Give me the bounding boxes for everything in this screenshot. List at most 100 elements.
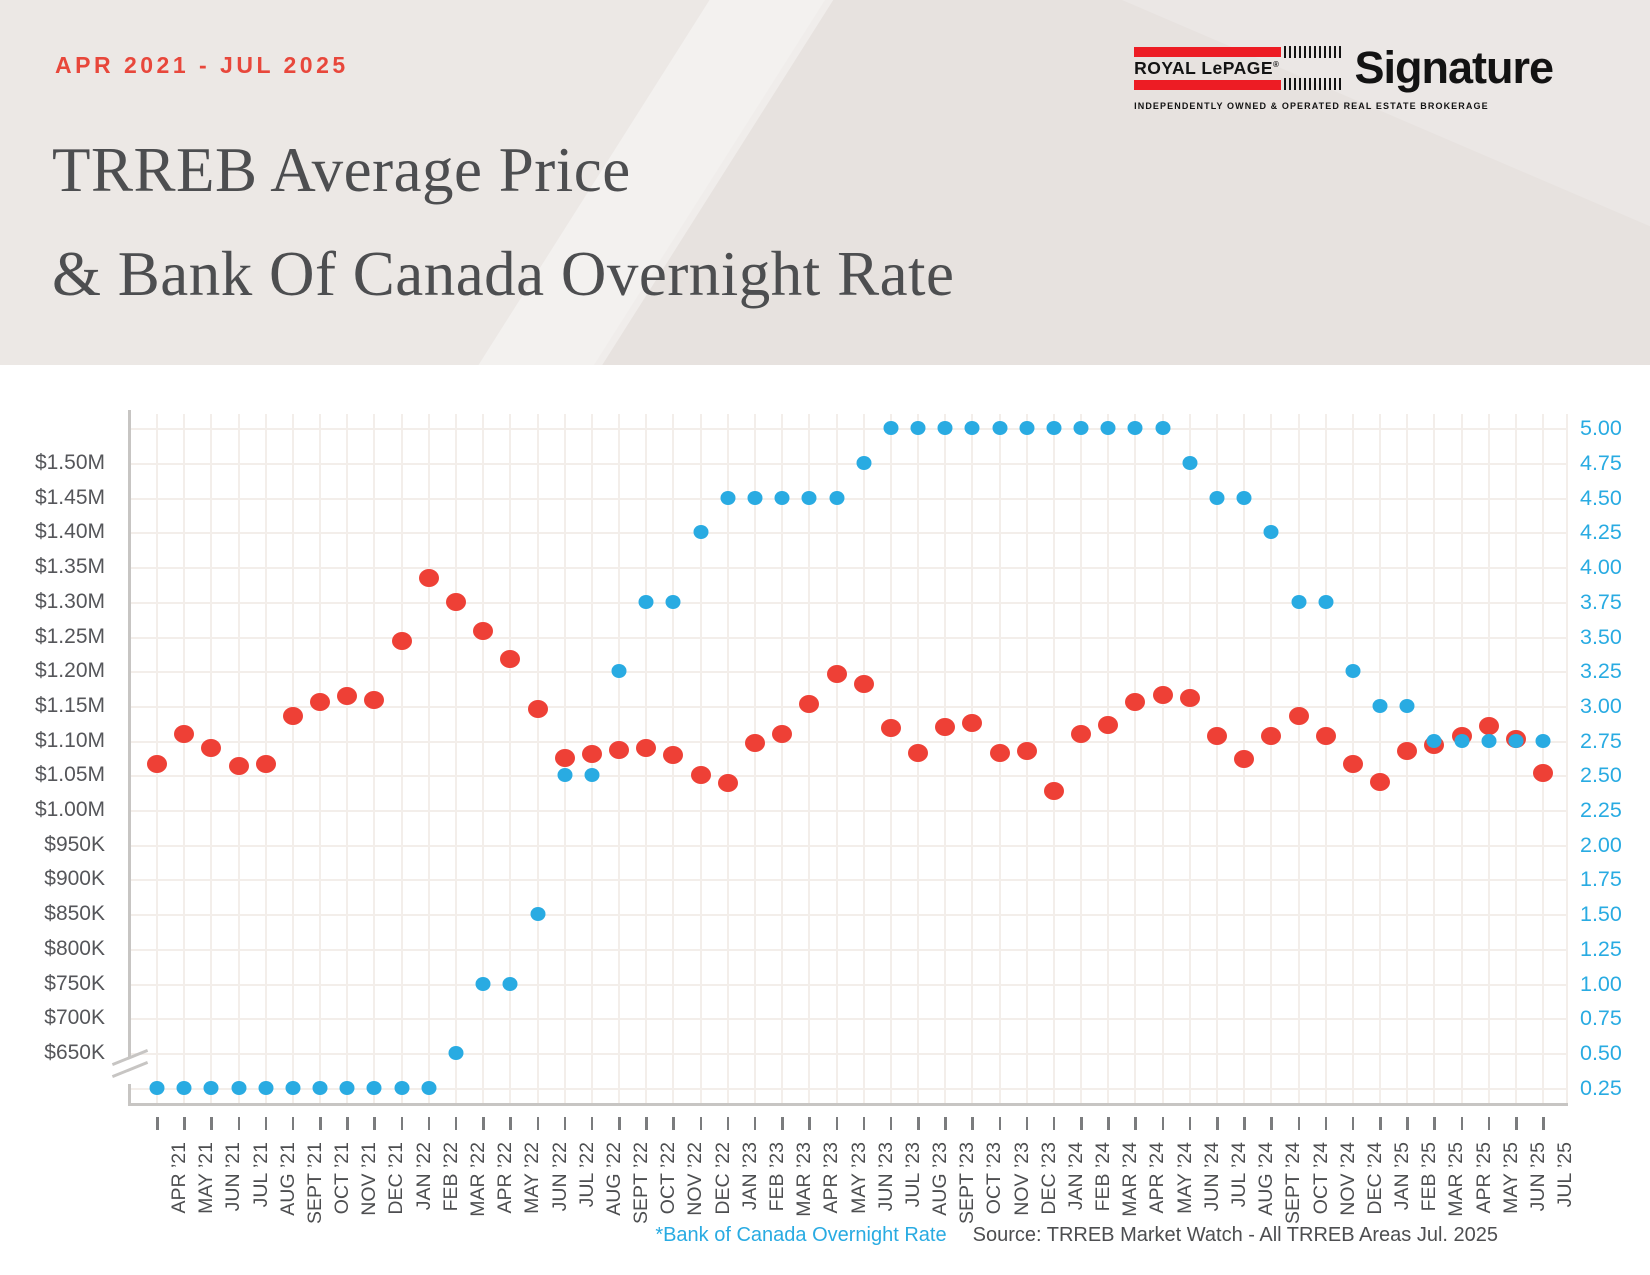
y-axis-label-right: 4.50 <box>1580 485 1622 510</box>
price-dot <box>1071 725 1092 744</box>
y-axis-label-right: 3.25 <box>1580 659 1622 684</box>
grid-line-vertical <box>781 414 784 1103</box>
price-dot <box>989 744 1010 763</box>
x-axis-label: APR ’21 <box>168 1142 190 1214</box>
price-dot <box>1288 707 1309 726</box>
price-dot <box>391 632 412 651</box>
grid-line-vertical <box>1324 414 1327 1103</box>
grid-line-horizontal <box>130 879 1568 882</box>
y-axis-label-right: 3.50 <box>1580 624 1622 649</box>
price-dot <box>744 734 765 753</box>
source-credit: Source: TRREB Market Watch - All TRREB A… <box>972 1224 1498 1246</box>
rate-dot <box>856 456 872 470</box>
grid-line-vertical <box>1487 414 1490 1103</box>
y-axis-line <box>128 410 131 1103</box>
rate-dot <box>829 490 844 505</box>
rate-dot <box>149 1080 165 1095</box>
chart-footer: *Bank of Canada Overnight Rate Source: T… <box>655 1224 1498 1247</box>
y-axis-label-right: 4.75 <box>1580 451 1622 475</box>
rate-dot <box>1345 664 1361 679</box>
y-axis-label-right: 4.00 <box>1580 555 1622 580</box>
grid-line-vertical <box>1161 414 1164 1103</box>
grid-line-horizontal <box>130 705 1568 708</box>
x-axis-tick <box>917 1117 920 1130</box>
grid-line-vertical <box>971 414 974 1103</box>
rate-dot <box>1535 733 1551 748</box>
x-axis-tick <box>373 1117 376 1130</box>
price-dot <box>1533 763 1554 782</box>
y-axis-label-right: 1.25 <box>1580 936 1622 961</box>
price-dot <box>636 739 657 758</box>
y-axis-label-right: 5.00 <box>1580 416 1622 441</box>
rate-dot <box>203 1080 219 1095</box>
rate-dot <box>1291 594 1307 609</box>
x-axis-label: NOV ’21 <box>358 1142 381 1216</box>
rate-dot <box>1399 698 1415 713</box>
grid-line-vertical <box>889 414 892 1103</box>
price-dot <box>1098 716 1119 735</box>
x-axis-label: JUL ’25 <box>1554 1142 1577 1208</box>
grid-line-vertical <box>210 414 213 1103</box>
price-dot <box>228 756 249 775</box>
grid-line-horizontal <box>130 775 1568 778</box>
rate-dot <box>747 490 763 505</box>
price-dot <box>717 773 738 792</box>
x-axis-tick <box>482 1117 485 1130</box>
x-axis-label: JAN ’22 <box>412 1142 435 1211</box>
x-axis-tick <box>998 1117 1002 1130</box>
x-axis-tick <box>1324 1117 1328 1130</box>
grid-line-horizontal <box>130 983 1568 986</box>
grid-line-vertical <box>1080 414 1083 1103</box>
price-dot <box>799 694 820 713</box>
x-axis-tick <box>645 1117 648 1130</box>
x-axis-line <box>128 1103 1568 1106</box>
rate-dot <box>1318 594 1334 609</box>
price-dot <box>282 706 303 725</box>
grid-line-horizontal <box>130 914 1568 917</box>
x-axis-label: MAR ’22 <box>466 1142 489 1217</box>
x-axis-tick <box>590 1117 594 1130</box>
rate-dot <box>937 421 953 436</box>
x-axis-tick <box>1052 1117 1056 1130</box>
grid-line-vertical <box>835 414 838 1103</box>
rate-dot <box>231 1080 247 1095</box>
grid-line-vertical <box>427 414 430 1103</box>
rate-dot <box>1481 733 1497 748</box>
grid-line-vertical <box>1460 414 1463 1103</box>
price-dot <box>1261 726 1282 745</box>
x-axis-label: SEPT ’22 <box>630 1142 653 1225</box>
grid-line-vertical <box>373 414 376 1103</box>
grid-line-vertical <box>346 414 349 1103</box>
price-dot <box>473 621 494 640</box>
rate-dot <box>910 421 926 436</box>
x-axis-label: JUN ’25 <box>1527 1142 1549 1212</box>
rate-dot <box>1100 421 1116 436</box>
grid-line-horizontal <box>130 810 1568 812</box>
grid-line-horizontal <box>130 601 1568 604</box>
grid-line-horizontal <box>130 532 1568 535</box>
x-axis-tick <box>563 1117 567 1130</box>
price-dot <box>1397 742 1418 760</box>
x-axis-label: AUG ’21 <box>276 1142 299 1216</box>
rate-dot <box>1426 733 1442 748</box>
x-axis-tick <box>454 1117 458 1130</box>
rate-dot <box>1454 733 1470 748</box>
x-axis-tick <box>726 1117 730 1130</box>
x-axis-label: MAY ’22 <box>521 1142 544 1214</box>
x-axis-tick <box>1379 1117 1382 1130</box>
grid-line-vertical <box>319 414 322 1103</box>
y-axis-label-left: $650K <box>44 1040 105 1064</box>
grid-line-horizontal <box>130 636 1568 639</box>
x-axis-tick <box>862 1117 866 1130</box>
grid-line-vertical <box>400 414 403 1103</box>
rate-dot <box>1236 490 1252 505</box>
y-axis-label-left: $1.30M <box>34 589 105 613</box>
y-axis-label-left: $1.35M <box>34 555 105 579</box>
price-dot <box>418 568 439 587</box>
rate-dot <box>584 768 600 783</box>
logo-red-bar-bottom <box>1134 79 1282 90</box>
price-dot <box>935 718 956 737</box>
price-dot <box>1043 782 1064 801</box>
rate-dot <box>1182 456 1198 470</box>
